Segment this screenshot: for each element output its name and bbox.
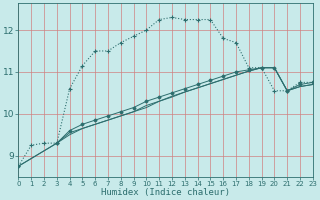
X-axis label: Humidex (Indice chaleur): Humidex (Indice chaleur): [101, 188, 230, 197]
